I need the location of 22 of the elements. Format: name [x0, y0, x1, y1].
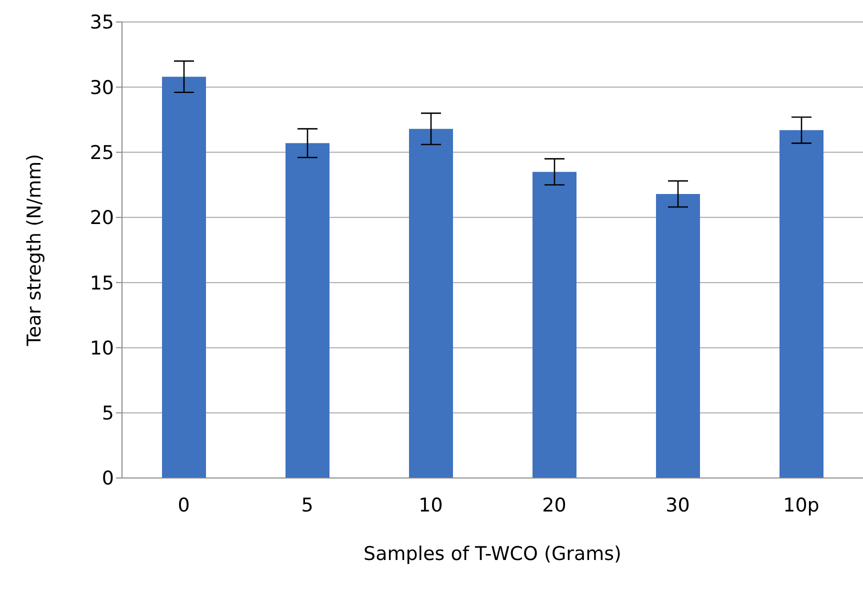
- y-axis-title: Tear stregth (N/mm): [24, 154, 46, 348]
- bar: [286, 143, 330, 478]
- y-tick-label: 20: [90, 207, 114, 230]
- y-tick-label: 30: [90, 76, 114, 99]
- x-tick-label: 10p: [783, 494, 820, 516]
- y-tick-label: 5: [102, 402, 114, 425]
- x-tick-label: 10: [418, 494, 443, 516]
- bar: [409, 128, 453, 478]
- x-axis-title: Samples of T-WCO (Grams): [364, 543, 622, 565]
- y-tick-label: 10: [90, 337, 114, 360]
- bar: [532, 172, 576, 478]
- y-tick-label: 35: [90, 12, 114, 34]
- x-tick-label: 0: [178, 494, 190, 516]
- bar: [780, 130, 824, 478]
- y-tick-label: 0: [102, 468, 114, 490]
- x-tick-label: 5: [301, 494, 314, 516]
- y-tick-label: 25: [90, 142, 114, 164]
- bar: [162, 76, 206, 478]
- y-tick-label: 15: [90, 272, 114, 294]
- x-tick-label: 20: [542, 494, 566, 516]
- bar: [656, 194, 700, 478]
- x-tick-label: 30: [666, 494, 690, 516]
